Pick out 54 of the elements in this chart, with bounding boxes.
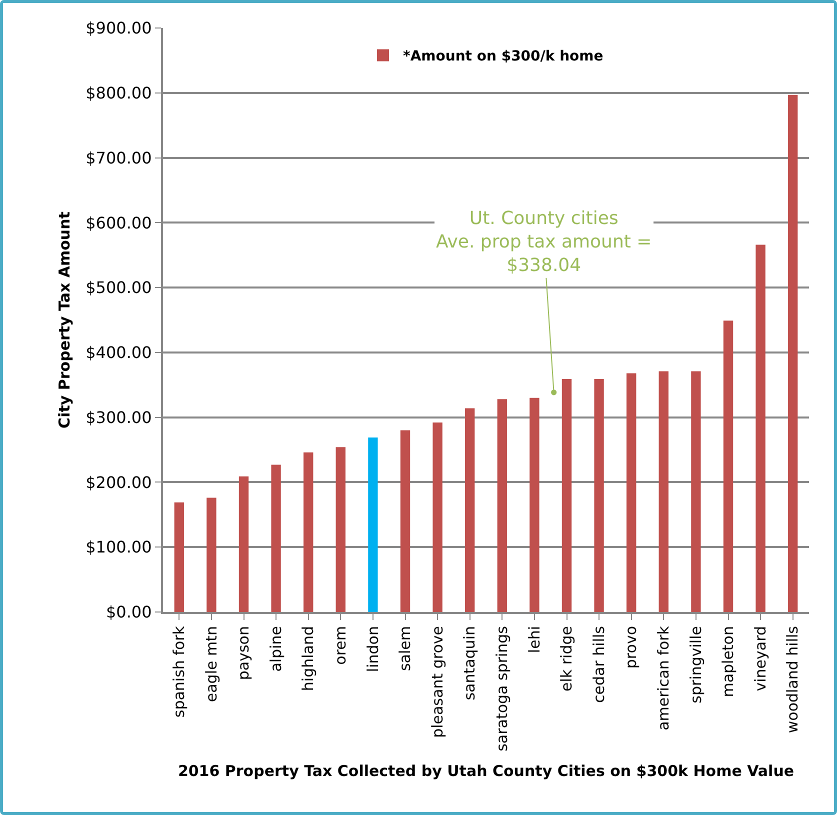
- bar: [530, 398, 540, 612]
- x-tick-label: spanish fork: [170, 626, 188, 718]
- x-tick-label: lehi: [525, 626, 544, 654]
- y-tick-label: $300.00: [86, 408, 152, 427]
- x-tick-label: mapleton: [719, 626, 738, 698]
- y-axis-title: City Property Tax Amount: [55, 212, 74, 428]
- y-tick-label: $0.00: [106, 602, 152, 622]
- x-tick-label: springville: [686, 626, 705, 704]
- bar: [497, 399, 507, 612]
- y-tick-label: $400.00: [86, 343, 152, 362]
- x-tick-label: lindon: [364, 626, 382, 672]
- bar: [400, 430, 410, 612]
- x-tick-label: provo: [622, 626, 640, 669]
- y-tick-label: $200.00: [86, 472, 152, 492]
- bar: [465, 408, 475, 612]
- x-tick-label: highland: [299, 626, 318, 692]
- y-tick-label: $100.00: [86, 538, 152, 557]
- bar: [238, 476, 249, 612]
- x-tick-label: saratoga springs: [493, 626, 512, 752]
- bar: [336, 447, 346, 612]
- x-tick-label: salem: [396, 626, 414, 672]
- y-tick-label: $800.00: [86, 83, 152, 102]
- bar: [788, 94, 798, 612]
- bar: [626, 373, 636, 612]
- y-tick-label: $700.00: [86, 148, 152, 168]
- x-tick-label: american fork: [654, 626, 673, 730]
- bar: [368, 437, 378, 612]
- bar: [562, 379, 572, 612]
- bar: [206, 498, 216, 612]
- x-tick-label: orem: [332, 626, 350, 665]
- x-tick-label: elk ridge: [558, 626, 576, 692]
- bar: [691, 371, 701, 612]
- bar: [432, 422, 442, 612]
- bar: [304, 452, 314, 612]
- y-tick-label: $500.00: [86, 278, 152, 298]
- x-tick-label: eagle mtn: [202, 626, 220, 702]
- x-axis-title: 2016 Property Tax Collected by Utah County Cities on $300k Home Value: [178, 762, 794, 780]
- y-tick-label: $900.00: [86, 18, 152, 38]
- bar: [756, 244, 766, 612]
- x-tick-label: cedar hills: [590, 626, 608, 703]
- bar: [658, 371, 668, 612]
- x-tick-label: santaquin: [460, 626, 479, 700]
- x-tick-label: payson: [234, 626, 253, 680]
- x-tick-label: pleasant grove: [428, 626, 446, 738]
- x-tick-label: woodland hills: [784, 626, 802, 734]
- annotation: Ut. County cities Ave. prop tax amount = $338.04: [436, 208, 652, 276]
- bar: [594, 379, 604, 612]
- bar: [723, 320, 734, 612]
- x-tick-label: vineyard: [751, 626, 770, 692]
- bar: [174, 502, 184, 612]
- x-tick-label: alpine: [266, 626, 285, 672]
- bar: [271, 464, 281, 612]
- legend-label: *Amount on $300/k home: [403, 48, 604, 65]
- y-tick-label: $600.00: [86, 213, 152, 232]
